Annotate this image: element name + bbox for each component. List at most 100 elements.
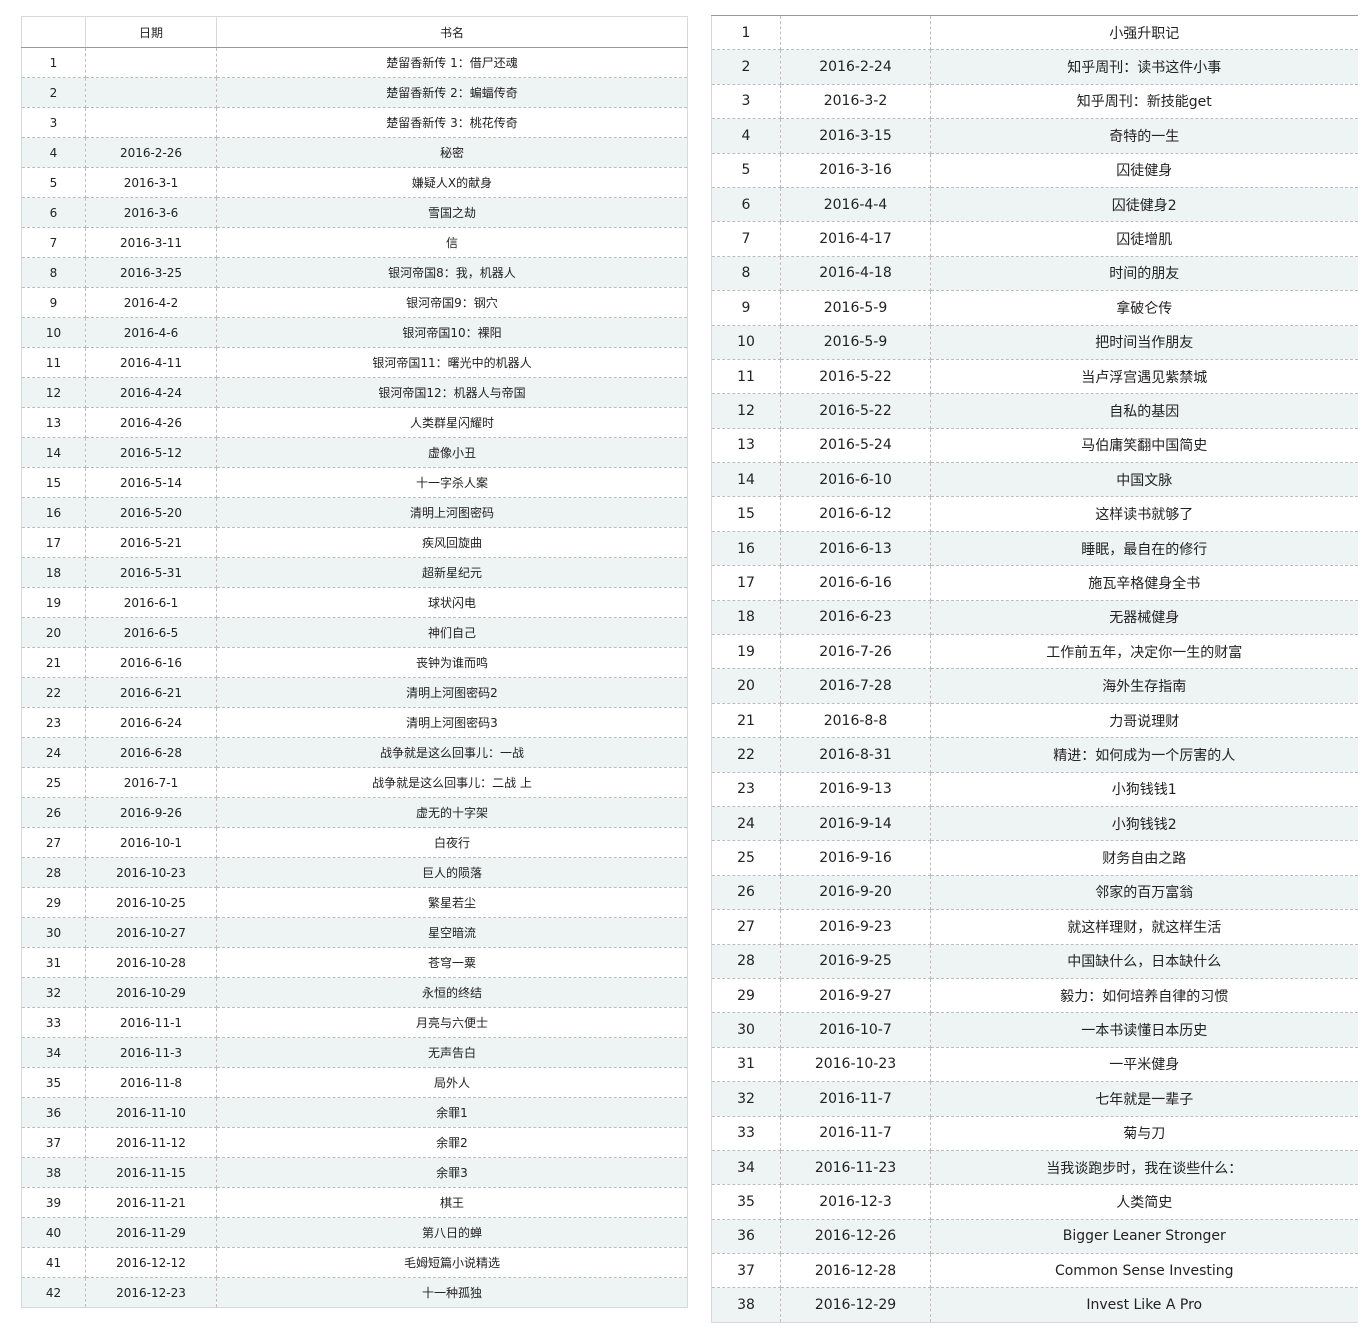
table-row: 28 2016-9-25 中国缺什么，日本缺什么	[711, 944, 1358, 979]
row-index-cell: 15	[21, 467, 86, 498]
table-row: 32 2016-10-29 永恒的终结	[21, 977, 688, 1008]
row-title-cell: 奇特的一生	[930, 118, 1358, 154]
row-title-cell: 十一种孤独	[216, 1277, 688, 1308]
row-title-cell: 力哥说理财	[930, 703, 1358, 739]
row-title-cell: 嫌疑人X的献身	[216, 167, 688, 198]
row-index-cell: 21	[21, 647, 86, 678]
table-row: 31 2016-10-28 苍穹一粟	[21, 947, 688, 978]
table-row: 22 2016-6-21 清明上河图密码2	[21, 677, 688, 708]
row-title-cell: 精进：如何成为一个厉害的人	[930, 737, 1358, 773]
row-title-cell: 毅力：如何培养自律的习惯	[930, 978, 1358, 1014]
row-date-cell: 2016-10-23	[85, 857, 217, 888]
row-date-cell: 2016-5-31	[85, 557, 217, 588]
row-title-cell: 就这样理财，就这样生活	[930, 909, 1358, 945]
row-index-cell: 16	[711, 531, 781, 567]
row-date-cell: 2016-10-1	[85, 827, 217, 858]
row-title-cell: 一平米健身	[930, 1047, 1358, 1083]
row-title-cell: 银河帝国12：机器人与帝国	[216, 377, 688, 408]
row-title-cell: 丧钟为谁而鸣	[216, 647, 688, 678]
row-index-cell: 34	[21, 1037, 86, 1068]
table-row: 32 2016-11-7 七年就是一辈子	[711, 1081, 1358, 1117]
table-row: 20 2016-7-28 海外生存指南	[711, 668, 1358, 704]
row-index-cell: 20	[711, 668, 781, 704]
row-index-cell: 7	[711, 221, 781, 257]
row-title-cell: 余罪3	[216, 1157, 688, 1188]
row-title-cell: 余罪1	[216, 1097, 688, 1128]
row-date-cell	[780, 15, 931, 51]
row-title-cell: 苍穹一粟	[216, 947, 688, 978]
row-title-cell: 月亮与六便士	[216, 1007, 688, 1038]
row-title-cell: 自私的基因	[930, 393, 1358, 429]
table-row: 34 2016-11-3 无声告白	[21, 1037, 688, 1068]
row-index-cell: 36	[711, 1219, 781, 1255]
row-index-cell: 11	[711, 359, 781, 395]
table-row: 3 2016-3-2 知乎周刊：新技能get	[711, 84, 1358, 120]
row-date-cell: 2016-5-22	[780, 359, 931, 395]
row-date-cell: 2016-11-7	[780, 1116, 931, 1151]
row-title-cell: 把时间当作朋友	[930, 325, 1358, 360]
row-index-cell: 22	[21, 677, 86, 708]
row-title-cell: 中国文脉	[930, 462, 1358, 498]
row-date-cell: 2016-10-7	[780, 1012, 931, 1048]
row-title-cell: 银河帝国10：裸阳	[216, 317, 688, 348]
row-date-cell: 2016-3-1	[85, 167, 217, 198]
row-title-cell: Invest Like A Pro	[930, 1287, 1358, 1323]
row-title-cell: 信	[216, 227, 688, 258]
row-date-cell: 2016-3-25	[85, 257, 217, 288]
table-row: 31 2016-10-23 一平米健身	[711, 1047, 1358, 1083]
row-date-cell: 2016-4-26	[85, 407, 217, 438]
table-row: 16 2016-5-20 清明上河图密码	[21, 497, 688, 528]
row-index-cell: 5	[711, 153, 781, 188]
row-date-cell: 2016-6-16	[85, 647, 217, 678]
row-title-cell: 战争就是这么回事儿：一战	[216, 737, 688, 768]
row-index-cell: 31	[711, 1047, 781, 1083]
row-date-cell: 2016-11-21	[85, 1187, 217, 1218]
table-row: 25 2016-7-1 战争就是这么回事儿：二战 上	[21, 767, 688, 798]
row-date-cell: 2016-4-6	[85, 317, 217, 348]
row-index-cell: 25	[21, 767, 86, 798]
row-date-cell: 2016-11-3	[85, 1037, 217, 1068]
row-index-cell: 38	[711, 1287, 781, 1323]
row-title-cell: 菊与刀	[930, 1116, 1358, 1151]
table-row: 36 2016-11-10 余罪1	[21, 1097, 688, 1128]
header-row: 日期 书名	[21, 16, 688, 48]
row-title-cell: 繁星若尘	[216, 887, 688, 918]
table-row: 10 2016-4-6 银河帝国10：裸阳	[21, 317, 688, 348]
row-date-cell: 2016-5-14	[85, 467, 217, 498]
row-index-cell: 24	[21, 737, 86, 768]
row-title-cell: 虚像小丑	[216, 437, 688, 468]
row-date-cell: 2016-9-13	[780, 772, 931, 807]
row-index-cell: 29	[21, 887, 86, 918]
table-row: 33 2016-11-1 月亮与六便士	[21, 1007, 688, 1038]
row-title-cell: 白夜行	[216, 827, 688, 858]
table-row: 38 2016-12-29 Invest Like A Pro	[711, 1287, 1358, 1323]
table-row: 29 2016-9-27 毅力：如何培养自律的习惯	[711, 978, 1358, 1014]
row-index-cell: 18	[21, 557, 86, 588]
row-title-cell: 这样读书就够了	[930, 496, 1358, 532]
row-date-cell: 2016-5-12	[85, 437, 217, 468]
row-index-cell: 28	[711, 944, 781, 979]
row-date-cell: 2016-11-1	[85, 1007, 217, 1038]
row-date-cell: 2016-3-2	[780, 84, 931, 120]
row-title-cell: 余罪2	[216, 1127, 688, 1158]
header-date: 日期	[85, 16, 217, 48]
table-row: 24 2016-6-28 战争就是这么回事儿：一战	[21, 737, 688, 768]
row-index-cell: 30	[21, 917, 86, 948]
row-date-cell: 2016-9-27	[780, 978, 931, 1014]
table-row: 36 2016-12-26 Bigger Leaner Stronger	[711, 1219, 1358, 1255]
row-title-cell: 睡眠，最自在的修行	[930, 531, 1358, 567]
row-title-cell: 小狗钱钱2	[930, 806, 1358, 842]
table-row: 27 2016-9-23 就这样理财，就这样生活	[711, 909, 1358, 945]
table-row: 6 2016-3-6 雪国之劫	[21, 197, 688, 228]
row-index-cell: 15	[711, 496, 781, 532]
row-date-cell: 2016-5-9	[780, 325, 931, 360]
header-index	[21, 16, 86, 48]
row-index-cell: 39	[21, 1187, 86, 1218]
row-date-cell: 2016-7-26	[780, 634, 931, 670]
row-title-cell: 囚徒增肌	[930, 221, 1358, 257]
table-row: 14 2016-5-12 虚像小丑	[21, 437, 688, 468]
row-index-cell: 36	[21, 1097, 86, 1128]
row-date-cell: 2016-8-31	[780, 737, 931, 773]
row-title-cell: 超新星纪元	[216, 557, 688, 588]
header-title: 书名	[216, 16, 688, 48]
